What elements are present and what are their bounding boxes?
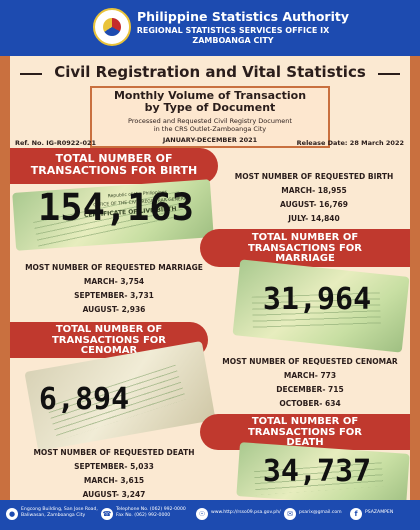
death-top-2: MARCH- 3,615 (83, 476, 145, 485)
subtitle-description: Processed and Requested Civil Registry D… (128, 117, 292, 133)
reference-number: Ref. No. IG-R0922-021 (15, 139, 97, 147)
marriage-banner: TOTAL NUMBER OF TRANSACTIONS FOR MARRIAGE (200, 229, 410, 267)
release-date: Release Date: 28 March 2022 (296, 139, 404, 147)
title-rule-right (378, 73, 400, 75)
page-title: Civil Registration and Vital Statistics (54, 63, 366, 81)
birth-top-3: JULY- 14,840 (288, 214, 340, 223)
footer-website[interactable]: www.http://rsso09.psa.gov.ph/ (211, 510, 281, 515)
cenomar-total: 6,894 (38, 382, 130, 417)
subtitle-box (90, 86, 330, 148)
marriage-total: 31,964 (262, 282, 372, 317)
phone-icon: ☎ (101, 508, 113, 520)
marriage-top-1: MARCH- 3,754 (83, 277, 145, 286)
subtitle-heading: Monthly Volume of Transaction by Type of… (113, 89, 307, 114)
agency-name: Philippine Statistics Authority (137, 9, 350, 24)
marriage-top-2: SEPTEMBER- 3,731 (74, 291, 154, 300)
right-border (410, 56, 420, 500)
birth-total: 154,163 (38, 186, 194, 229)
death-top-heading: MOST NUMBER OF REQUESTED DEATH (33, 448, 195, 457)
footer-bar: ● Engcong Building, San Jose Road, Baliwa… (0, 500, 420, 530)
facebook-icon: f (350, 508, 362, 520)
cenomar-top-3: OCTOBER- 634 (279, 399, 341, 408)
psa-logo-icon (93, 8, 131, 46)
email-icon: ✉ (284, 508, 296, 520)
left-border (0, 56, 10, 500)
birth-top-heading: MOST NUMBER OF REQUESTED BIRTH (234, 172, 394, 181)
office-name: REGIONAL STATISTICS SERVICES OFFICE IX (136, 26, 330, 35)
cenomar-top-2: DECEMBER- 715 (276, 385, 344, 394)
title-rule-left (20, 73, 42, 75)
death-banner: TOTAL NUMBER OF TRANSACTIONS FOR DEATH (200, 414, 410, 450)
globe-icon: ☉ (196, 508, 208, 520)
period: JANUARY-DECEMBER 2021 (162, 136, 258, 144)
footer-facebook[interactable]: PSAZAMPEN (365, 510, 394, 515)
birth-top-2: AUGUST- 16,769 (280, 200, 348, 209)
cenomar-top-1: MARCH- 773 (283, 371, 337, 380)
death-top-3: AUGUST- 3,247 (82, 490, 146, 499)
footer-address: Engcong Building, San Jose Road, Baliwasa… (21, 507, 98, 518)
footer-email[interactable]: psarix@gmail.com (299, 510, 342, 515)
cenomar-top-heading: MOST NUMBER OF REQUESTED CENOMAR (222, 357, 398, 366)
city-name: ZAMBOANGA CITY (192, 36, 274, 45)
footer-phone: Telephone No. (062) 992-0000 Fax No. (062… (116, 507, 186, 518)
location-icon: ● (6, 508, 18, 520)
marriage-top-heading: MOST NUMBER OF REQUESTED MARRIAGE (25, 263, 203, 272)
death-total: 34,737 (262, 454, 372, 489)
marriage-top-3: AUGUST- 2,936 (82, 305, 146, 314)
birth-top-1: MARCH- 18,955 (281, 186, 347, 195)
death-top-1: SEPTEMBER- 5,033 (74, 462, 154, 471)
birth-banner: TOTAL NUMBER OF TRANSACTIONS FOR BIRTH (10, 148, 218, 184)
header-bar (0, 0, 420, 56)
